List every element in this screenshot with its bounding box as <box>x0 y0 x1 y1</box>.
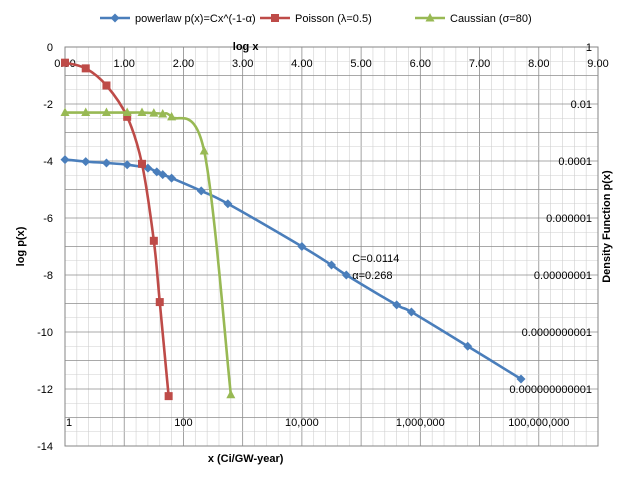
top-axis-title: log x <box>233 41 260 53</box>
annotation-c: C=0.0114 <box>352 253 399 265</box>
data-point-diamond <box>223 199 233 209</box>
data-point-square <box>164 392 173 401</box>
right-tick-label: 0.01 <box>571 99 592 111</box>
data-point-square <box>155 298 164 307</box>
bottom-tick-label: 1 <box>66 417 72 429</box>
top-tick-label: 4.00 <box>291 58 312 70</box>
left-tick-label: 0 <box>47 42 53 54</box>
top-tick-label: 5.00 <box>350 58 371 70</box>
bottom-tick-label: 10,000 <box>285 417 319 429</box>
left-tick-label: -12 <box>37 384 53 396</box>
data-point-diamond <box>297 242 307 251</box>
right-tick-label: 0.000000000001 <box>509 384 592 396</box>
top-tick-label: 8.00 <box>528 58 549 70</box>
data-point-square <box>61 58 69 67</box>
data-point-triangle <box>137 107 147 117</box>
data-point-diamond <box>341 270 351 280</box>
top-tick-label: 3.00 <box>232 58 253 70</box>
top-axis-ticks: 0.001.002.003.004.005.006.007.008.009.00 <box>54 58 608 70</box>
data-point-triangle <box>226 389 236 399</box>
bottom-tick-label: 100,000,000 <box>508 417 569 429</box>
left-tick-label: -2 <box>43 99 53 111</box>
top-tick-label: 9.00 <box>587 58 608 70</box>
right-tick-label: 0.00000001 <box>534 270 592 282</box>
data-point-triangle <box>425 13 435 22</box>
bottom-axis-title: x (Ci/GW-year) <box>208 453 284 465</box>
data-point-diamond <box>516 374 526 384</box>
left-tick-label: -4 <box>43 156 53 168</box>
data-point-triangle <box>60 107 70 117</box>
bottom-tick-label: 1,000,000 <box>396 417 445 429</box>
data-point-diamond <box>167 173 177 183</box>
left-axis-title: log p(x) <box>15 226 27 266</box>
data-point-square <box>102 81 111 90</box>
data-point-square <box>271 14 279 22</box>
series-diamond <box>60 155 526 384</box>
legend: powerlaw p(x)=Cx^(-1-α) Poisson (λ=0.5) Ca… <box>100 13 532 25</box>
right-axis-ticks: 1 0.01 0.0001 0.000001 0.00000001 0.000000000… <box>509 42 592 396</box>
top-tick-label: 7.00 <box>469 58 490 70</box>
data-point-triangle <box>101 107 111 117</box>
data-point-diamond <box>158 170 168 180</box>
data-point-square <box>81 64 90 73</box>
data-point-diamond <box>463 341 473 351</box>
top-tick-label: 6.00 <box>410 58 431 70</box>
right-axis-title: Density Function p(x) <box>601 170 613 283</box>
annotation-alpha: α=0.268 <box>352 270 392 282</box>
series-layer <box>60 58 526 401</box>
plot-frame <box>64 46 599 447</box>
data-point-diamond <box>122 160 132 170</box>
bottom-axis-ticks: 1 100 10,000 1,000,000 100,000,000 <box>66 417 569 429</box>
data-point-triangle <box>149 108 159 117</box>
left-tick-label: -6 <box>43 213 53 225</box>
legend-label: Caussian (σ=80) <box>450 13 532 25</box>
data-point-square <box>149 236 158 245</box>
data-point-diamond <box>406 307 416 317</box>
legend-label: Poisson (λ=0.5) <box>295 13 372 25</box>
left-tick-label: -10 <box>37 327 53 339</box>
left-tick-label: -14 <box>37 441 53 453</box>
data-point-diamond <box>101 158 111 168</box>
right-tick-label: 0.0000000001 <box>522 327 592 339</box>
data-point-diamond <box>60 155 70 165</box>
data-point-diamond <box>196 186 206 196</box>
top-tick-label: 1.00 <box>114 58 135 70</box>
bottom-tick-label: 100 <box>174 417 192 429</box>
data-point-diamond <box>392 300 402 310</box>
left-axis-ticks: 0 -2 -4 -6 -8 -10 -12 -14 <box>37 42 53 453</box>
data-point-diamond <box>327 260 336 270</box>
data-point-square <box>137 159 146 168</box>
legend-label: powerlaw p(x)=Cx^(-1-α) <box>135 13 256 25</box>
data-point-triangle <box>158 108 168 118</box>
top-tick-label: 2.00 <box>173 58 194 70</box>
data-point-square <box>123 112 132 121</box>
left-tick-label: -8 <box>43 270 53 282</box>
right-tick-label: 0.0001 <box>558 156 592 168</box>
data-point-triangle <box>199 146 209 155</box>
series-triangle <box>60 107 236 399</box>
right-tick-label: 1 <box>586 42 592 54</box>
series-square <box>61 58 173 401</box>
data-point-diamond <box>81 157 91 167</box>
data-point-triangle <box>81 107 91 117</box>
data-point-triangle <box>167 111 177 121</box>
data-point-triangle <box>122 107 132 117</box>
right-tick-label: 0.000001 <box>546 213 592 225</box>
data-point-diamond <box>110 13 120 23</box>
